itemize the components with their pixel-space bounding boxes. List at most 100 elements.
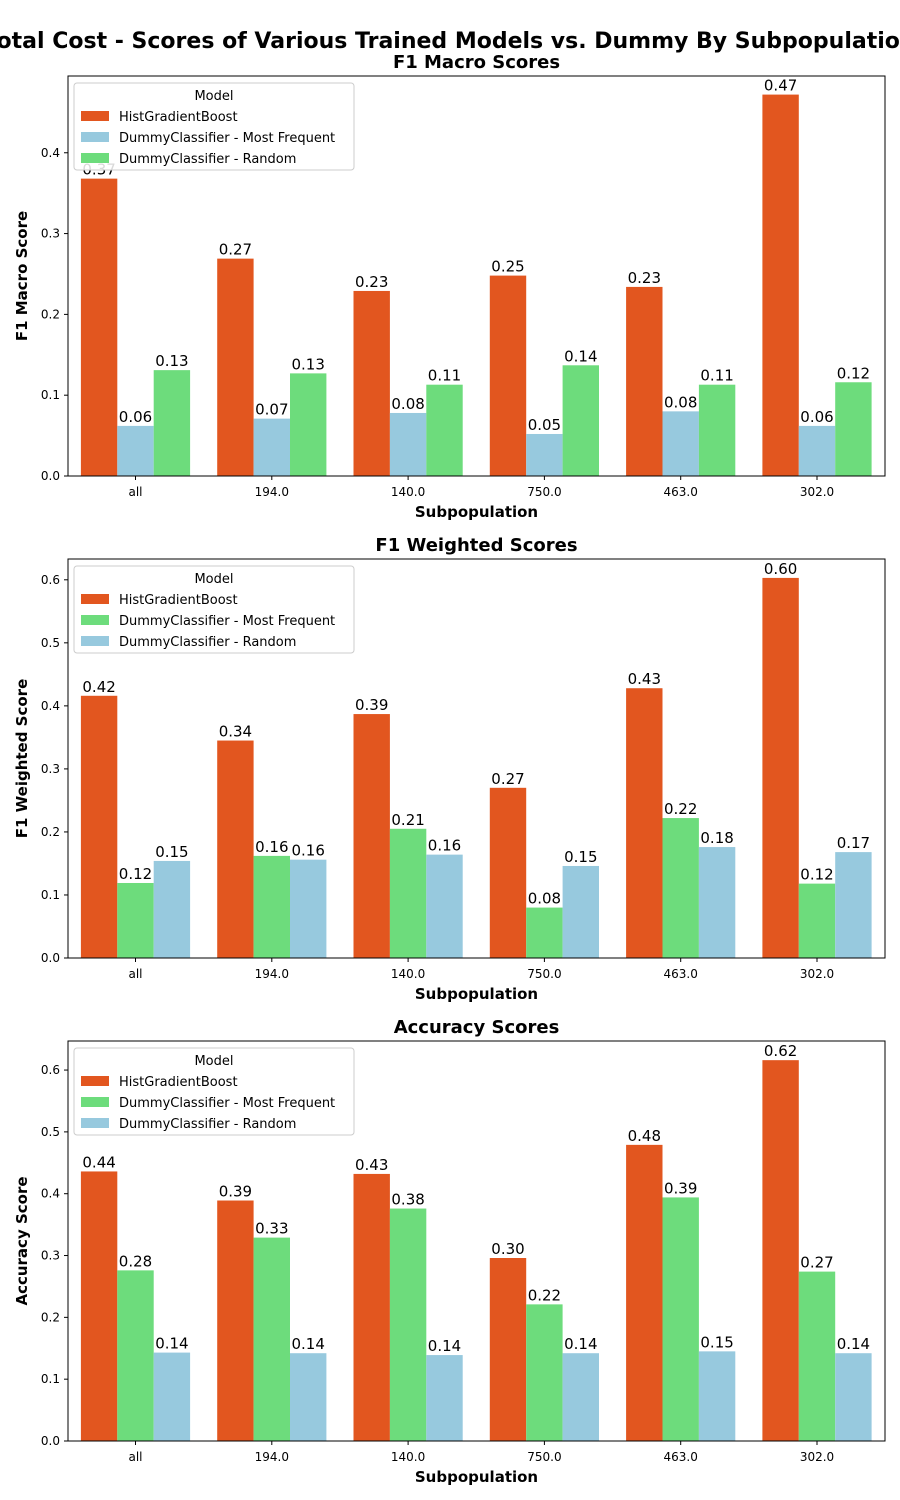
bar [253,418,290,476]
bar [526,433,563,476]
legend-entry: DummyClassifier - Most Frequent [119,131,335,146]
bar [117,425,154,476]
x-tick-label: 750.0 [527,967,561,981]
data-label: 0.08 [664,393,697,411]
y-tick-label: 0.0 [41,951,60,965]
axes-frame [67,75,886,477]
legend-title: Model [194,572,233,587]
data-label: 0.11 [700,367,733,385]
bar [153,860,191,958]
x-tick-label: 463.0 [664,967,698,981]
x-tick-label: 302.0 [800,485,834,499]
data-label: 0.07 [255,401,288,419]
y-tick-label: 0.3 [41,1249,60,1263]
data-label: 0.13 [155,352,188,370]
data-label: 0.62 [764,1042,797,1060]
chart-title: F1 Macro Scores [393,52,560,73]
data-label: 0.05 [528,416,561,434]
y-axis-label: F1 Weighted Score [13,679,31,839]
y-tick-label: 0.0 [41,469,60,483]
bar [426,384,463,476]
legend-swatch [81,132,109,142]
y-tick-label: 0.5 [41,636,60,650]
bar [426,854,463,958]
data-label: 0.08 [391,395,424,413]
data-label: 0.16 [255,838,288,856]
x-tick-label: 750.0 [527,485,561,499]
legend: Model HistGradientBoost DummyClassifier - … [73,565,355,654]
data-label: 0.17 [837,834,870,852]
legend-swatch [81,594,109,604]
y-tick-label: 0.4 [41,699,60,713]
legend-box [73,1047,355,1136]
legend-box [73,82,355,171]
chart-title: Accuracy Scores [394,1017,560,1038]
bar [253,1237,290,1441]
x-tick-label: 140.0 [391,485,425,499]
bar [798,883,836,958]
bar [80,178,118,476]
data-label: 0.39 [664,1179,697,1197]
x-tick-label: 194.0 [255,1450,289,1464]
legend-entry: HistGradientBoost [119,593,238,608]
chart-title: F1 Weighted Scores [375,535,577,556]
data-label: 0.14 [428,1337,461,1355]
chart-panel-3: Accuracy Scores 0.44 0.39 0.43 0.30 0.48 0.62 0… [13,1017,886,1486]
bar [562,865,599,958]
bar [762,577,799,958]
legend-swatch [81,1097,109,1107]
data-label: 0.39 [219,1183,252,1201]
data-label: 0.21 [391,811,424,829]
x-axis-label: Subpopulation [415,985,538,1003]
data-label: 0.48 [628,1127,661,1145]
data-label: 0.27 [491,770,524,788]
bar [662,1197,699,1441]
y-tick-label: 0.4 [41,1187,60,1201]
data-label: 0.27 [800,1254,833,1272]
y-tick-label: 0.1 [41,888,60,902]
legend-title: Model [194,1054,233,1069]
bar [290,1353,327,1441]
bar [698,1351,736,1441]
data-label: 0.06 [800,408,833,426]
data-label: 0.27 [219,241,252,259]
bar [835,382,872,476]
y-tick-label: 0.4 [41,146,60,160]
x-axis-label: Subpopulation [415,503,538,521]
y-tick-label: 0.2 [41,307,60,321]
legend-entry: DummyClassifier - Random [119,635,296,650]
y-tick-label: 0.2 [41,1310,60,1324]
chart-panel-2: F1 Weighted Scores 0.42 0.34 0.39 0.27 0.43 0.… [13,535,886,1003]
data-label: 0.15 [564,848,597,866]
bar [253,855,290,958]
x-tick-label: all [128,967,142,981]
x-tick-label: 463.0 [664,485,698,499]
y-tick-label: 0.2 [41,825,60,839]
bar [562,365,599,476]
y-tick-label: 0.1 [41,1372,60,1386]
x-tick-label: all [128,1450,142,1464]
chart-panels: F1 Macro Scores0.370.270.230.250.230.470… [13,52,886,1486]
x-tick-label: 750.0 [527,1450,561,1464]
data-label: 0.15 [155,843,188,861]
data-label: 0.28 [119,1252,152,1270]
data-label: 0.15 [700,1333,733,1351]
bar [217,1200,254,1441]
bar [80,695,118,958]
legend-swatch [81,1076,109,1086]
legend-entry: DummyClassifier - Random [119,152,296,167]
bar [662,818,699,958]
data-label: 0.12 [837,364,870,382]
bar [626,1144,663,1441]
legend-title: Model [194,89,233,104]
bar [489,275,527,476]
bar [626,286,663,476]
bar [153,1352,191,1441]
x-axis-label: Subpopulation [415,1468,538,1486]
legend-entry: HistGradientBoost [119,1075,238,1090]
data-label: 0.08 [528,890,561,908]
bar [217,740,254,958]
data-label: 0.22 [664,800,697,818]
bar [798,425,836,476]
bar [626,688,663,958]
